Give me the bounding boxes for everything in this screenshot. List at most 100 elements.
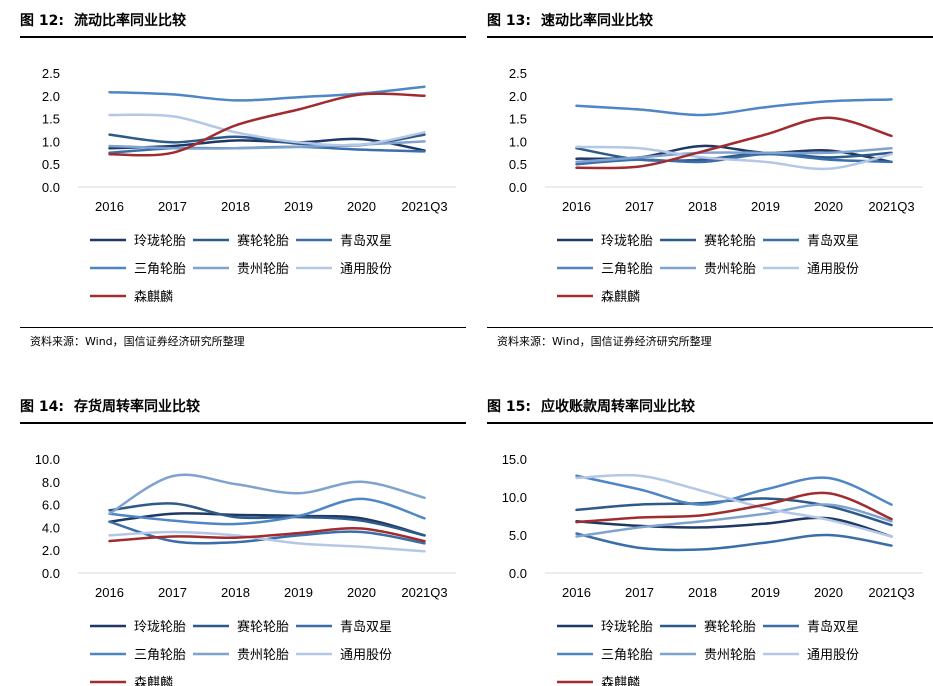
x-tick-label: 2018 [221, 199, 250, 214]
source-rule [487, 327, 933, 328]
y-tick-label: 10.0 [502, 490, 527, 505]
legend-label: 三角轮胎 [134, 262, 186, 277]
source-rule [20, 327, 466, 328]
legend-label: 三角轮胎 [601, 262, 653, 277]
chart-svg: 0.0 0.5 1.0 1.5 2.0 2.5 2016 2017 2018 2019 2020 20… [509, 66, 923, 305]
title-rule [487, 36, 933, 38]
series-line [108, 497, 426, 526]
figure-label: 图 14: [20, 399, 64, 415]
source-note: 资料来源：Wind，国信证券经济研究所整理 [30, 335, 245, 348]
legend-label: 赛轮轮胎 [237, 619, 289, 635]
figure-label: 图 12: [20, 13, 64, 29]
legend-label: 玲珑轮胎 [134, 234, 186, 249]
y-tick-label: 2.0 [509, 89, 527, 104]
x-tick-label: 2016 [95, 199, 124, 214]
x-tick-label: 2018 [688, 199, 717, 214]
series-line [108, 502, 426, 537]
chart-title-row: 图 13: 速动比率同业比较 [487, 10, 653, 30]
series-line [108, 530, 426, 553]
series-line [108, 92, 426, 157]
legend-label: 森麒麟 [601, 289, 640, 305]
x-tick-label: 2017 [158, 199, 187, 214]
x-tick-label: 2017 [625, 199, 654, 214]
chart-title: 存货周转率同业比较 [73, 399, 200, 415]
y-tick-label: 2.0 [42, 89, 60, 104]
chart-title: 流动比率同业比较 [73, 13, 186, 29]
y-tick-label: 4.0 [42, 520, 60, 535]
series-line [575, 145, 893, 171]
chart-title: 应收账款周转率同业比较 [540, 399, 695, 415]
y-tick-label: 0.0 [509, 566, 527, 581]
y-tick-label: 0.0 [42, 180, 60, 195]
chart-panel-3: 图 14: 存货周转率同业比较 0.0 2.0 4.0 6.0 8.0 10.0 2016 20… [20, 386, 466, 686]
y-tick-label: 1.5 [509, 112, 527, 127]
series-line [575, 152, 893, 166]
series-line [575, 98, 893, 117]
chart-title-row: 图 12: 流动比率同业比较 [20, 10, 186, 30]
y-tick-label: 15.0 [502, 452, 527, 467]
legend-label: 森麒麟 [601, 675, 640, 686]
legend-label: 三角轮胎 [134, 648, 186, 663]
x-tick-label: 2021Q3 [868, 199, 914, 214]
legend-label: 玲珑轮胎 [601, 234, 653, 249]
y-tick-label: 2.5 [509, 66, 527, 81]
x-tick-label: 2020 [347, 585, 376, 600]
y-tick-label: 1.5 [42, 112, 60, 127]
x-tick-label: 2019 [751, 585, 780, 600]
chart-svg: 0.0 5.0 10.0 15.0 2016 2017 2018 2019 2020 2021Q3… [502, 452, 923, 686]
chart-title: 速动比率同业比较 [540, 13, 653, 29]
legend-label: 贵州轮胎 [704, 262, 756, 277]
x-tick-label: 2021Q3 [401, 585, 447, 600]
x-tick-label: 2018 [688, 585, 717, 600]
series-line [575, 146, 893, 164]
legend-label: 玲珑轮胎 [601, 620, 653, 635]
series-line [575, 491, 893, 524]
series-line [108, 473, 426, 515]
legend-label: 贵州轮胎 [237, 648, 289, 663]
legend-label: 青岛双星 [807, 619, 859, 635]
y-tick-label: 1.0 [509, 134, 527, 149]
series-line [108, 527, 426, 543]
series-line [108, 113, 426, 147]
y-tick-label: 10.0 [35, 452, 60, 467]
legend-label: 赛轮轮胎 [704, 233, 756, 249]
title-rule [20, 422, 466, 424]
series-line [575, 473, 893, 538]
x-tick-label: 2021Q3 [401, 199, 447, 214]
y-tick-label: 1.0 [42, 134, 60, 149]
chart-panel-1: 图 12: 流动比率同业比较 0.0 0.5 1.0 1.5 2.0 2.5 2016 2017… [20, 0, 466, 350]
legend-label: 赛轮轮胎 [237, 233, 289, 249]
legend-label: 通用股份 [807, 262, 859, 277]
legend-label: 青岛双星 [807, 233, 859, 249]
chart-title-row: 图 15: 应收账款周转率同业比较 [487, 396, 695, 416]
legend-label: 贵州轮胎 [704, 648, 756, 663]
series-line [575, 516, 893, 538]
title-rule [487, 422, 933, 424]
legend-label: 森麒麟 [134, 675, 173, 686]
y-tick-label: 6.0 [42, 498, 60, 513]
chart-panel-4: 图 15: 应收账款周转率同业比较 0.0 5.0 10.0 15.0 2016 2017 2… [487, 386, 933, 686]
x-tick-label: 2016 [562, 585, 591, 600]
x-tick-label: 2018 [221, 585, 250, 600]
chart-title-row: 图 14: 存货周转率同业比较 [20, 396, 200, 416]
figure-label: 图 15: [487, 399, 531, 415]
legend-label: 贵州轮胎 [237, 262, 289, 277]
y-tick-label: 0.0 [42, 566, 60, 581]
x-tick-label: 2020 [814, 585, 843, 600]
x-tick-label: 2021Q3 [868, 585, 914, 600]
legend-label: 玲珑轮胎 [134, 620, 186, 635]
y-tick-label: 8.0 [42, 475, 60, 490]
legend-label: 赛轮轮胎 [704, 619, 756, 635]
legend-label: 通用股份 [807, 648, 859, 663]
y-tick-label: 0.5 [509, 157, 527, 172]
legend-label: 青岛双星 [340, 619, 392, 635]
y-tick-label: 2.5 [42, 66, 60, 81]
x-tick-label: 2020 [814, 199, 843, 214]
figure-label: 图 13: [487, 13, 531, 29]
x-tick-label: 2019 [284, 585, 313, 600]
legend-label: 三角轮胎 [601, 648, 653, 663]
legend-label: 森麒麟 [134, 289, 173, 305]
x-tick-label: 2017 [158, 585, 187, 600]
x-tick-label: 2016 [562, 199, 591, 214]
title-rule [20, 36, 466, 38]
